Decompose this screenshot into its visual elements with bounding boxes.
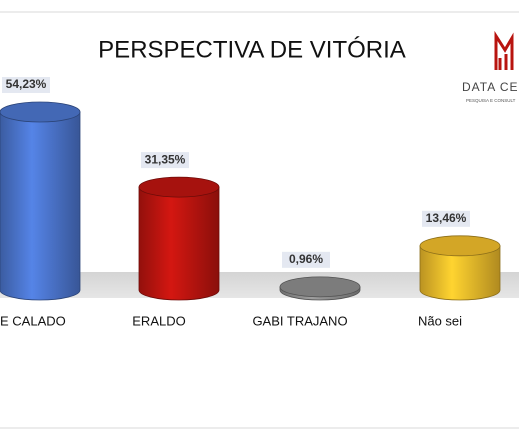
value-label: 13,46% bbox=[426, 211, 467, 225]
value-label: 54,23% bbox=[6, 77, 47, 91]
value-label: 31,35% bbox=[145, 152, 186, 166]
value-label-box bbox=[2, 77, 50, 93]
value-label-box bbox=[141, 152, 189, 169]
logo: DATA CE PESQUISA E CONSULT bbox=[462, 30, 519, 103]
bar bbox=[419, 245, 501, 301]
logo-name: DATA CE bbox=[462, 80, 519, 94]
x-tick-label: ERALDO bbox=[132, 313, 185, 328]
bar-top bbox=[0, 101, 81, 123]
bar-top bbox=[279, 276, 361, 298]
x-tick-label: E CALADO bbox=[0, 313, 66, 328]
bar bbox=[138, 186, 220, 301]
bar bbox=[0, 111, 81, 301]
value-label-box bbox=[282, 251, 330, 268]
value-label: 0,96% bbox=[289, 252, 323, 266]
logo-tagline: PESQUISA E CONSULT bbox=[466, 98, 516, 103]
floor bbox=[0, 272, 519, 298]
bar-top bbox=[419, 235, 501, 257]
x-tick-label: Não sei bbox=[418, 313, 462, 328]
bar-top bbox=[138, 176, 220, 198]
value-label-box bbox=[422, 210, 470, 227]
x-tick-label: GABI TRAJANO bbox=[252, 313, 347, 328]
logo-icon bbox=[494, 30, 514, 70]
chart-title: PERSPECTIVA DE VITÓRIA bbox=[98, 36, 406, 63]
